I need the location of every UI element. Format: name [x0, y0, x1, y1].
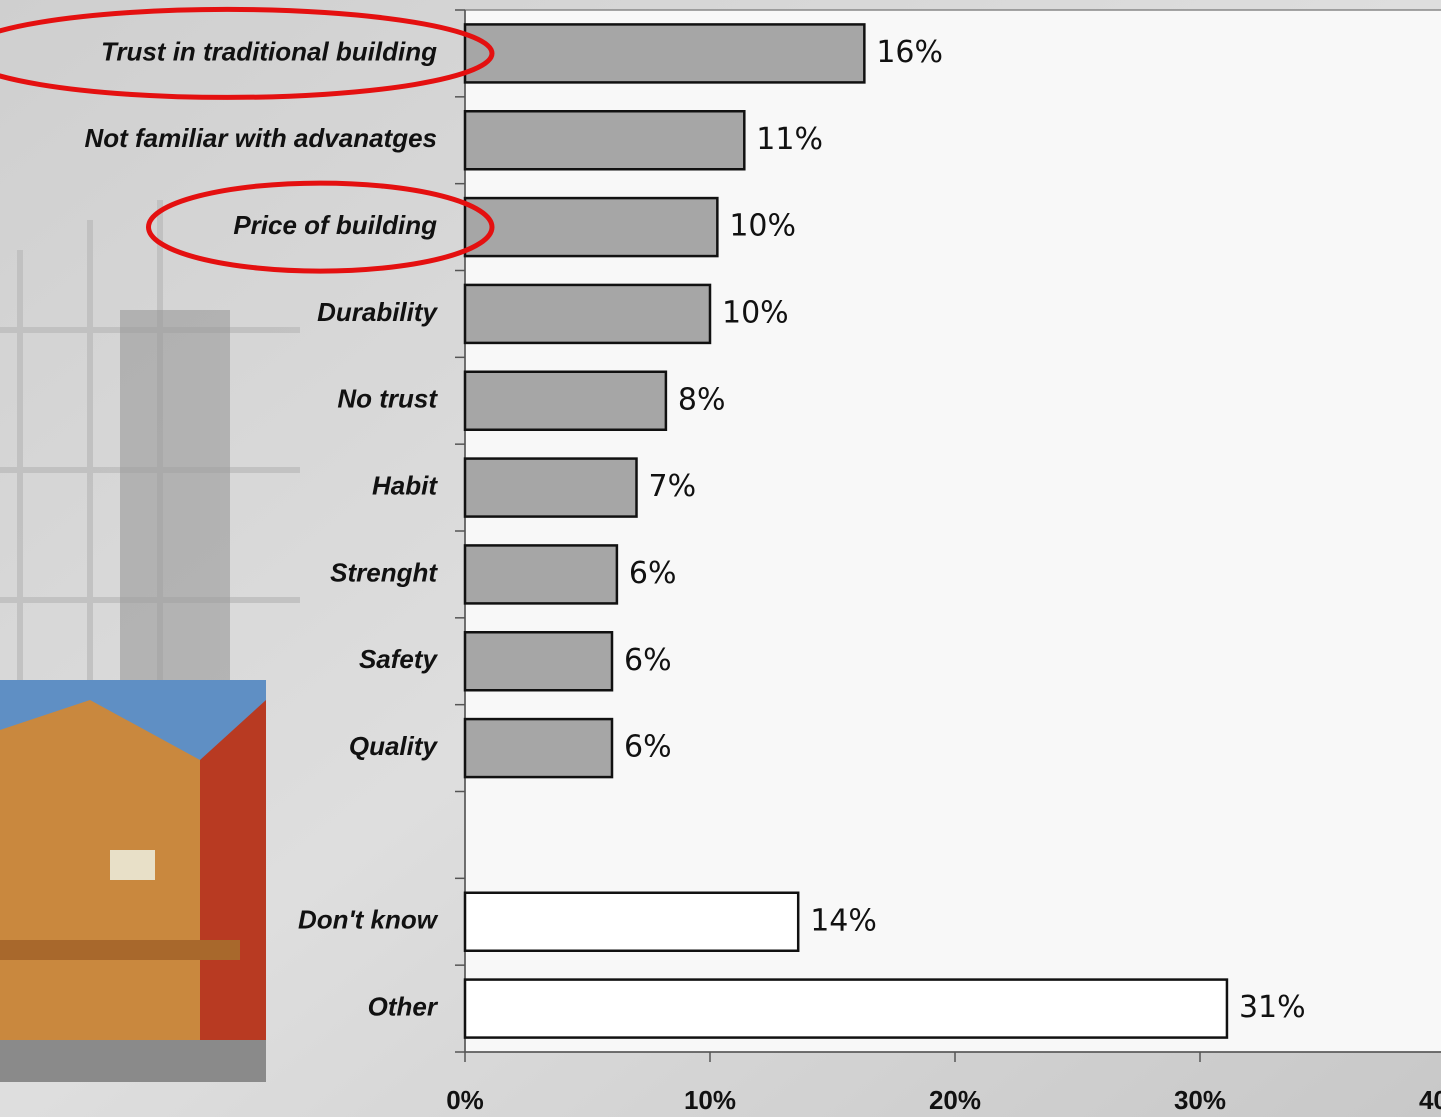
- value-label: 7%: [649, 469, 697, 504]
- bar: [463, 457, 638, 518]
- house-photo: [0, 680, 266, 1082]
- value-label: 6%: [624, 643, 672, 678]
- bar: [463, 370, 668, 431]
- value-label: 31%: [1239, 990, 1306, 1025]
- category-label: Strenght: [330, 557, 438, 587]
- category-label: Price of building: [233, 210, 437, 240]
- bar: [463, 283, 712, 345]
- highlight-ellipse: [146, 180, 495, 274]
- category-label: Habit: [372, 470, 438, 500]
- bar: [463, 978, 1229, 1039]
- bar: [463, 717, 614, 779]
- highlight-ellipse: [0, 6, 495, 100]
- category-label: Don't know: [298, 905, 439, 935]
- photo-person: [120, 310, 230, 680]
- bar: [463, 110, 746, 171]
- x-tick-label: 40%: [1419, 1085, 1441, 1115]
- value-label: 14%: [810, 903, 877, 938]
- bar: [463, 23, 866, 84]
- category-label: Safety: [359, 644, 439, 674]
- bar: [463, 544, 619, 605]
- bar: [463, 196, 719, 258]
- category-label: Durability: [317, 297, 438, 327]
- plot-area: [464, 9, 1441, 1053]
- value-label: 10%: [722, 295, 789, 330]
- value-label: 8%: [678, 382, 726, 417]
- value-label: 6%: [629, 556, 677, 591]
- category-label: Quality: [349, 731, 439, 761]
- x-tick-label: 30%: [1174, 1085, 1226, 1115]
- value-label: 16%: [876, 35, 943, 70]
- category-label: No trust: [337, 384, 438, 414]
- bar: [463, 891, 800, 952]
- category-label: Not familiar with advanatges: [84, 123, 437, 153]
- value-label: 11%: [756, 122, 823, 157]
- bar: [463, 631, 614, 692]
- value-label: 6%: [624, 730, 672, 765]
- x-tick-label: 20%: [929, 1085, 981, 1115]
- category-label: Trust in traditional building: [101, 36, 437, 66]
- x-tick-label: 0%: [446, 1085, 484, 1115]
- x-tick-label: 10%: [684, 1085, 736, 1115]
- value-label: 10%: [729, 209, 796, 244]
- category-label: Other: [368, 991, 439, 1021]
